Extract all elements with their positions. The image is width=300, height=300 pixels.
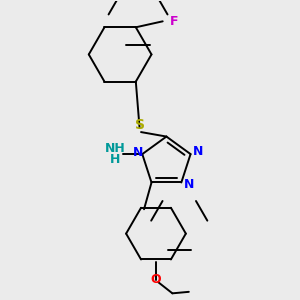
Text: N: N (184, 178, 194, 191)
Text: N: N (133, 146, 143, 159)
Text: N: N (193, 145, 203, 158)
Text: F: F (170, 15, 179, 28)
Text: NH: NH (104, 142, 125, 155)
Text: O: O (151, 273, 161, 286)
Text: H: H (110, 153, 120, 166)
Text: S: S (134, 118, 145, 132)
